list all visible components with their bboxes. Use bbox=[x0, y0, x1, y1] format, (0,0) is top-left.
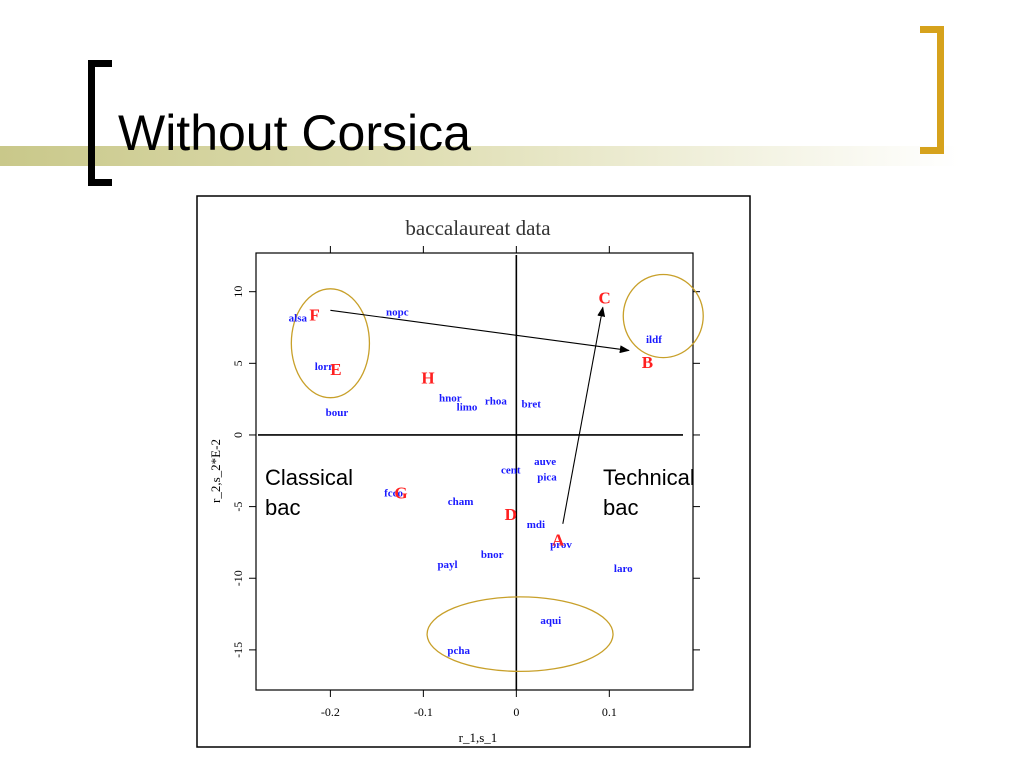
y-tick-label: 10 bbox=[231, 286, 245, 298]
region-point-label: nopc bbox=[386, 307, 409, 319]
scatter-chart-figure: baccalaureat data -0.2 -0.1 0 0.1 -15 -10 -5 0 5… bbox=[196, 195, 751, 748]
technical-bac-annotation: Technical bac bbox=[603, 465, 695, 520]
region-point-label: lorr bbox=[315, 361, 333, 373]
region-point-label: cent bbox=[501, 464, 521, 476]
cluster-point-label: D bbox=[505, 505, 517, 524]
x-axis-label: r_1,s_1 bbox=[459, 730, 498, 745]
cluster-point-label: H bbox=[421, 369, 434, 388]
cluster-highlight-ellipse bbox=[290, 288, 371, 399]
x-tick-label: 0.1 bbox=[602, 705, 617, 719]
region-point-label: mdi bbox=[527, 519, 545, 531]
region-point-label: limo bbox=[457, 401, 478, 413]
region-point-label: ildf bbox=[646, 334, 662, 346]
cluster-point-label: F bbox=[309, 306, 319, 325]
region-point-label: prov bbox=[550, 539, 572, 551]
y-axis-label: r_2,s_2*E-2 bbox=[208, 439, 223, 503]
x-tick-label: 0 bbox=[513, 705, 519, 719]
transition-arrow bbox=[330, 309, 630, 354]
classical-bac-annotation: Classical bac bbox=[265, 465, 354, 520]
region-point-label: laro bbox=[614, 563, 633, 575]
region-point-label: bret bbox=[522, 398, 542, 410]
region-point-label: payl bbox=[437, 559, 457, 571]
transition-arrow bbox=[562, 306, 606, 524]
plot-area-frame bbox=[255, 252, 694, 691]
title-underline-band bbox=[0, 146, 960, 166]
region-point-label: bnor bbox=[481, 549, 504, 561]
region-point-label: bour bbox=[326, 407, 349, 419]
scatter-chart: baccalaureat data -0.2 -0.1 0 0.1 -15 -10 -5 0 5… bbox=[196, 195, 751, 748]
cluster-point-label: E bbox=[330, 360, 341, 379]
y-tick-label: -5 bbox=[231, 502, 245, 512]
cluster-point-label: G bbox=[394, 483, 407, 502]
region-point-label: pica bbox=[537, 472, 557, 484]
left-bracket-decoration bbox=[88, 60, 112, 186]
chart-title: baccalaureat data bbox=[405, 216, 551, 240]
y-tick-label: 0 bbox=[231, 432, 245, 438]
cluster-point-label: B bbox=[642, 353, 653, 372]
region-point-label: alsa bbox=[289, 312, 308, 324]
region-point-label: aqui bbox=[540, 615, 561, 627]
region-point-label: rhoa bbox=[485, 396, 508, 408]
right-bracket-decoration bbox=[920, 26, 944, 154]
region-point-label: hnor bbox=[439, 393, 462, 405]
figure-border bbox=[196, 195, 751, 748]
cluster-point-label: A bbox=[552, 531, 565, 550]
cluster-highlight-ellipse bbox=[622, 273, 704, 359]
y-tick-label: 5 bbox=[231, 360, 245, 366]
slide-title: Without Corsica bbox=[118, 105, 471, 161]
region-point-label: cham bbox=[448, 496, 474, 508]
cluster-point-label: C bbox=[599, 288, 611, 307]
region-point-label: fcco bbox=[384, 487, 403, 499]
x-tick-label: -0.1 bbox=[414, 705, 433, 719]
y-tick-label: -15 bbox=[231, 642, 245, 658]
cluster-highlight-ellipse bbox=[426, 596, 614, 673]
y-tick-label: -10 bbox=[231, 570, 245, 586]
region-point-label: auve bbox=[534, 456, 556, 468]
region-point-label: pcha bbox=[447, 645, 470, 657]
x-tick-label: -0.2 bbox=[321, 705, 340, 719]
